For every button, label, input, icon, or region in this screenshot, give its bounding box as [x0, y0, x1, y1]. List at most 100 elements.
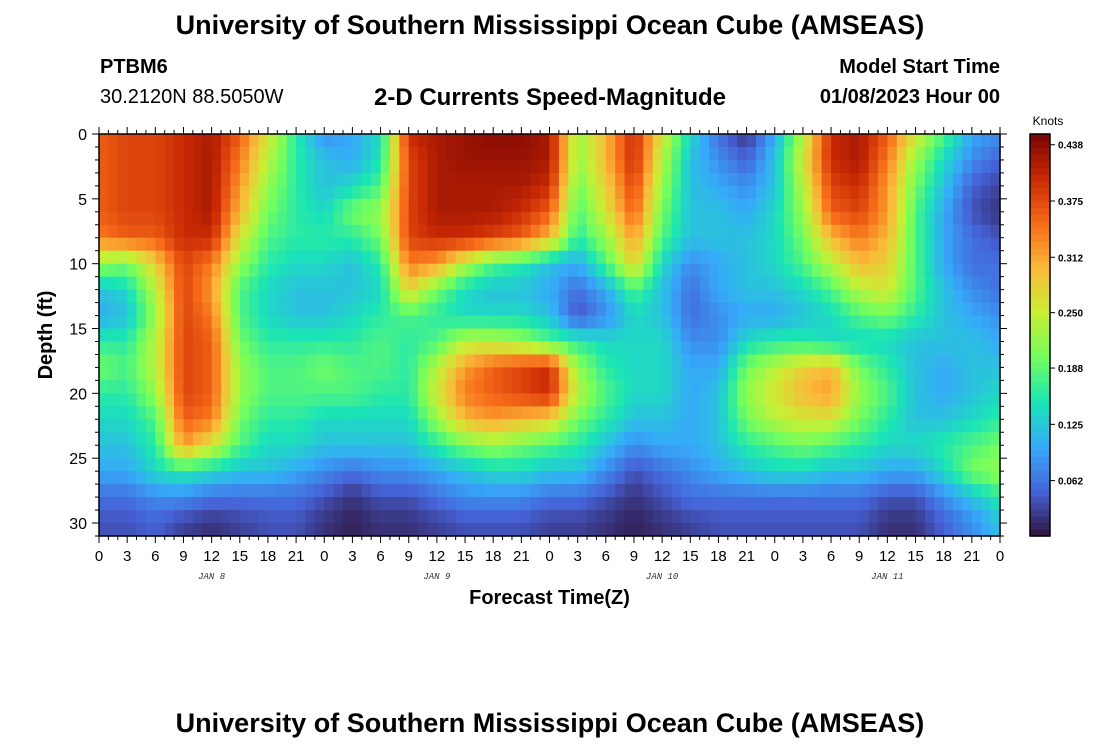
heatmap-cell	[568, 445, 579, 459]
heatmap-cell	[352, 198, 363, 213]
heatmap-cell	[408, 393, 419, 407]
heatmap-cell	[483, 354, 494, 369]
heatmap-cell	[249, 289, 260, 304]
heatmap-cell	[511, 172, 522, 187]
x-tick-label: 18	[935, 548, 952, 565]
heatmap-cell	[408, 510, 419, 524]
heatmap-cell	[333, 263, 344, 278]
heatmap-cell	[427, 406, 438, 420]
heatmap-cell	[577, 419, 588, 433]
heatmap-cell	[934, 380, 945, 394]
heatmap-cell	[418, 393, 429, 407]
heatmap-cell	[718, 263, 729, 278]
heatmap-cell	[802, 198, 813, 213]
heatmap-cell	[840, 354, 851, 369]
heatmap-cell	[896, 367, 907, 381]
heatmap-cell	[596, 406, 607, 420]
heatmap-cell	[821, 328, 832, 343]
heatmap-cell	[887, 302, 898, 317]
heatmap-cell	[784, 276, 795, 291]
heatmap-cell	[934, 432, 945, 446]
heatmap-cell	[690, 380, 701, 394]
heatmap-cell	[934, 146, 945, 161]
heatmap-cell	[221, 237, 231, 252]
heatmap-cell	[690, 419, 701, 433]
heatmap-cell	[727, 224, 738, 239]
heatmap-cell	[568, 185, 579, 200]
heatmap-cell	[305, 289, 316, 304]
heatmap-cell	[183, 237, 194, 252]
heatmap-cell	[962, 328, 973, 343]
heatmap-cell	[314, 328, 325, 343]
heatmap-cell	[671, 315, 682, 330]
heatmap-cell	[680, 484, 691, 498]
heatmap-cell	[831, 185, 842, 200]
model-start-label: Model Start Time	[839, 56, 1000, 78]
heatmap-cell	[230, 146, 241, 161]
x-tick-label: 21	[738, 548, 755, 565]
heatmap-cell	[821, 380, 832, 394]
heatmap-cell	[971, 302, 982, 317]
heatmap-cell	[953, 419, 964, 433]
heatmap-cell	[174, 198, 185, 213]
heatmap-cell	[483, 289, 494, 304]
heatmap-cell	[521, 159, 532, 174]
heatmap-cell	[296, 224, 307, 239]
heatmap-cell	[202, 146, 213, 161]
heatmap-cell	[455, 523, 466, 537]
colorbar-segment	[1030, 201, 1050, 209]
heatmap-cell	[587, 263, 598, 278]
heatmap-cell	[239, 198, 250, 213]
heatmap-cell	[793, 471, 804, 485]
heatmap-cell	[239, 263, 250, 278]
heatmap-cell	[117, 419, 128, 433]
heatmap-cell	[971, 484, 982, 498]
heatmap-cell	[389, 354, 400, 369]
heatmap-cell	[174, 211, 185, 226]
heatmap-cell	[502, 224, 513, 239]
heatmap-cell	[718, 406, 729, 420]
heatmap-cell	[652, 523, 663, 537]
heatmap-cell	[680, 250, 691, 265]
heatmap-cell	[662, 172, 673, 187]
heatmap-cell	[474, 185, 485, 200]
heatmap-cell	[371, 263, 382, 278]
heatmap-cell	[455, 341, 466, 356]
heatmap-cell	[887, 406, 898, 420]
heatmap-cell	[765, 484, 776, 498]
heatmap-cell	[924, 406, 935, 420]
heatmap-cell	[389, 510, 400, 524]
heatmap-cell	[239, 302, 250, 317]
heatmap-cell	[699, 263, 710, 278]
heatmap-cell	[521, 380, 532, 394]
heatmap-cell	[277, 471, 288, 485]
colorbar-segment	[1030, 442, 1050, 450]
x-tick-label: 3	[799, 548, 807, 565]
colorbar-segment	[1030, 314, 1050, 323]
heatmap-cell	[221, 315, 231, 330]
heatmap-cell	[765, 328, 776, 343]
heatmap-cell	[540, 185, 551, 200]
heatmap-cell	[633, 393, 644, 407]
heatmap-cell	[305, 302, 316, 317]
heatmap-cell	[99, 250, 109, 265]
heatmap-cell	[643, 432, 654, 446]
heatmap-cell	[136, 211, 147, 226]
heatmap-cell	[859, 432, 870, 446]
heatmap-cell	[286, 198, 297, 213]
x-tick-label: 9	[405, 548, 413, 565]
heatmap-cell	[662, 497, 673, 511]
heatmap-cell	[314, 211, 325, 226]
heatmap-cell	[239, 289, 250, 304]
heatmap-cell	[699, 432, 710, 446]
heatmap-cell	[558, 134, 569, 148]
heatmap-cell	[831, 134, 842, 148]
heatmap-cell	[333, 510, 344, 524]
heatmap-cell	[615, 263, 626, 278]
heatmap-cell	[239, 134, 250, 148]
heatmap-cell	[671, 198, 682, 213]
colorbar-segment	[1030, 254, 1050, 262]
heatmap-cell	[718, 510, 729, 524]
heatmap-cell	[605, 432, 616, 446]
